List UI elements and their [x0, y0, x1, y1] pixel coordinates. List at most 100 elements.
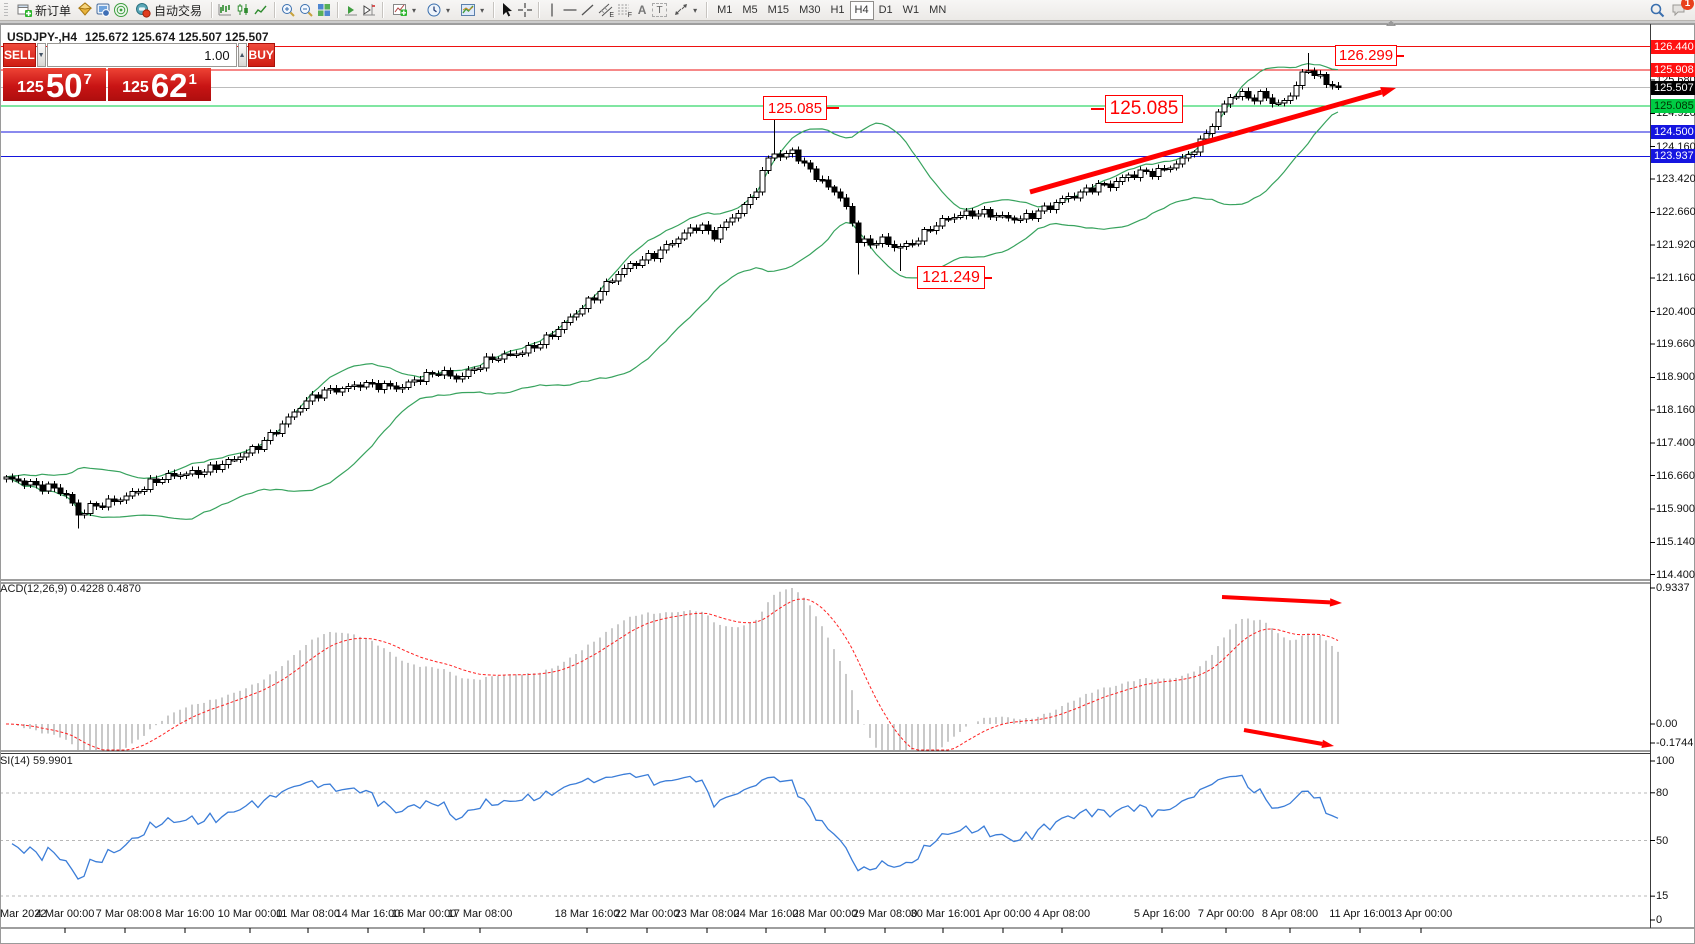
rsi-axis-label[interactable]: 15: [1656, 890, 1669, 903]
price-axis-label[interactable]: 121.160: [1656, 272, 1695, 285]
time-axis-label[interactable]: 8 Apr 08:00: [1261, 908, 1319, 920]
price-axis-label[interactable]: 119.660: [1656, 338, 1695, 351]
toolbar-grip[interactable]: [4, 3, 8, 17]
signals-icon[interactable]: [113, 2, 129, 18]
crosshair-icon[interactable]: [517, 2, 533, 18]
auto-trading-button[interactable]: 自动交易: [131, 0, 206, 21]
rsi-axis-label[interactable]: 50: [1656, 834, 1669, 847]
volume-up-button[interactable]: ▲: [237, 43, 247, 67]
time-axis-label[interactable]: Mar 2022: [0, 908, 47, 920]
time-axis-label[interactable]: 11 Mar 08:00: [275, 908, 341, 920]
timeframe-w1[interactable]: W1: [902, 3, 920, 16]
bar-chart-icon[interactable]: [217, 2, 233, 18]
fibonacci-icon[interactable]: F: [616, 2, 632, 19]
time-axis-label[interactable]: 24 Mar 16:00: [733, 908, 799, 920]
price-axis-label[interactable]: 123.420: [1656, 173, 1695, 186]
price-axis-label[interactable]: 122.660: [1656, 206, 1695, 219]
timeframe-m15[interactable]: M15: [767, 3, 790, 16]
timeframe-mn[interactable]: MN: [929, 3, 947, 16]
buy-price-big: 62: [150, 66, 188, 104]
sell-price-base: 125: [17, 79, 44, 96]
new-order-button[interactable]: 新订单: [12, 0, 75, 21]
time-axis-label[interactable]: 29 Mar 08:00: [852, 908, 918, 920]
time-axis-label[interactable]: 11 Apr 16:00: [1329, 908, 1391, 920]
time-axis-label[interactable]: 16 Mar 00:00: [391, 908, 457, 920]
macd-axis-label[interactable]: -0.1744: [1656, 737, 1694, 749]
text-tool-icon[interactable]: A: [634, 2, 650, 18]
buy-button[interactable]: BUY: [247, 43, 275, 67]
text-glyph: A: [637, 3, 647, 17]
time-axis-label[interactable]: 18 Mar 16:00: [554, 908, 620, 920]
volume-input[interactable]: [46, 43, 237, 67]
rsi-axis-label[interactable]: 80: [1656, 786, 1669, 799]
timeframe-d1[interactable]: D1: [878, 3, 893, 16]
arrows-tool-button[interactable]: ▾: [669, 0, 701, 21]
price-axis-label[interactable]: 115.140: [1656, 536, 1695, 549]
volume-down-button[interactable]: ▼: [36, 43, 46, 67]
search-icon[interactable]: [1649, 2, 1665, 18]
price-axis-label[interactable]: 121.920: [1656, 238, 1695, 251]
macd-axis-label[interactable]: 0.9337: [1656, 582, 1690, 594]
templates-button[interactable]: ▾: [456, 0, 488, 21]
time-axis-label[interactable]: 22 Mar 00:00: [614, 908, 680, 920]
trendline-icon[interactable]: [580, 2, 596, 18]
buy-price-panel[interactable]: 125 62 1: [108, 66, 211, 104]
time-axis-label[interactable]: 13 Apr 00:00: [1389, 908, 1453, 920]
time-axis-label[interactable]: 4 Apr 08:00: [1033, 908, 1091, 920]
market-icon[interactable]: [77, 2, 93, 18]
sell-button[interactable]: SELL: [3, 43, 36, 67]
time-axis-label[interactable]: 23 Mar 08:00: [674, 908, 740, 920]
time-axis-label[interactable]: 4 Mar 00:00: [35, 908, 95, 920]
price-annotation[interactable]: 125.085: [1105, 95, 1183, 123]
timeframe-h4[interactable]: H4: [849, 0, 874, 20]
price-axis-label[interactable]: 117.400: [1656, 437, 1695, 450]
horizontal-line-icon[interactable]: [562, 2, 578, 18]
macd-axis-label[interactable]: 0.00: [1656, 718, 1678, 730]
equidistant-channel-icon[interactable]: E: [598, 2, 614, 19]
chart-shift-icon[interactable]: [361, 2, 377, 18]
text-label-icon[interactable]: T: [652, 3, 668, 17]
auto-scroll-icon[interactable]: [343, 2, 359, 18]
time-axis-label[interactable]: 7 Mar 08:00: [95, 908, 155, 920]
timeframe-m5[interactable]: M5: [742, 3, 758, 16]
indicators-button[interactable]: ▾: [388, 0, 420, 21]
data-window-icon[interactable]: [95, 2, 111, 18]
cursor-icon[interactable]: [499, 2, 515, 18]
price-axis-label[interactable]: 118.900: [1656, 371, 1695, 384]
vertical-line-icon[interactable]: [544, 2, 560, 18]
rsi-axis-label[interactable]: 100: [1656, 755, 1675, 767]
time-axis-label[interactable]: 17 Mar 08:00: [447, 908, 513, 920]
periods-button[interactable]: ▾: [422, 0, 454, 21]
timeframe-m1[interactable]: M1: [717, 3, 733, 16]
price-axis-label[interactable]: 120.400: [1656, 305, 1695, 318]
time-axis-label[interactable]: 7 Apr 00:00: [1197, 908, 1255, 920]
price-annotation[interactable]: 121.249: [917, 266, 985, 289]
notifications-icon[interactable]: 1: [1671, 0, 1694, 18]
price-axis-label[interactable]: 114.400: [1656, 568, 1695, 581]
chart-window[interactable]: USDJPY-,H4 125.672 125.674 125.507 125.50…: [0, 20, 1695, 944]
zoom-out-icon[interactable]: [298, 2, 314, 18]
price-axis-label[interactable]: 118.160: [1656, 403, 1695, 416]
time-axis-label[interactable]: 14 Mar 16:00: [335, 908, 401, 920]
price-axis-label[interactable]: 116.660: [1656, 469, 1695, 482]
price-tag: 125.507: [1651, 80, 1695, 95]
symbol-ohlc: 125.672 125.674 125.507 125.507: [85, 30, 269, 44]
time-axis-label[interactable]: 5 Apr 16:00: [1133, 908, 1191, 920]
timeframe-m30[interactable]: M30: [799, 3, 821, 16]
time-axis-label[interactable]: 28 Mar 00:00: [792, 908, 858, 920]
time-axis-label[interactable]: 30 Mar 16:00: [910, 908, 976, 920]
candlestick-icon[interactable]: [235, 2, 251, 18]
rsi-axis-label[interactable]: 0: [1656, 914, 1663, 926]
time-axis-label[interactable]: 1 Apr 00:00: [974, 908, 1032, 920]
time-axis-label[interactable]: 10 Mar 00:00: [217, 908, 283, 920]
zoom-in-icon[interactable]: [280, 2, 296, 18]
price-annotation[interactable]: 125.085: [763, 96, 827, 120]
time-axis-label[interactable]: 8 Mar 16:00: [155, 908, 215, 920]
tile-windows-icon[interactable]: [316, 2, 332, 18]
price-annotation[interactable]: 126.299: [1335, 45, 1397, 66]
timeframe-h1[interactable]: H1: [830, 3, 845, 16]
sell-price-panel[interactable]: 125 50 7: [3, 68, 106, 102]
price-axis-label[interactable]: 115.900: [1656, 502, 1695, 515]
line-chart-icon[interactable]: [253, 2, 269, 18]
